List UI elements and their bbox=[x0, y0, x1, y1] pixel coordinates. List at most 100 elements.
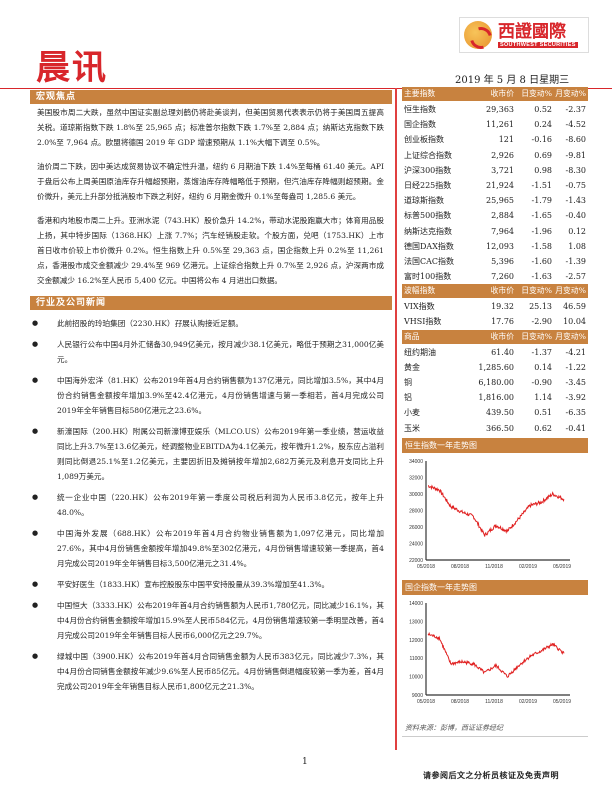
table-row: VHSI指数 17.76 -2.90 10.04 bbox=[402, 314, 588, 329]
table-cell: -2.57 bbox=[565, 272, 586, 282]
right-column: 主要指数 收市价 日变动% 月变动% 恒生指数 29,363 0.52 -2.37 国企指数 11… bbox=[402, 87, 588, 737]
chart-title: 国企指数一年走势图 bbox=[402, 579, 588, 595]
table-cell: -2.37 bbox=[565, 105, 586, 114]
page-number: 1 bbox=[302, 757, 308, 767]
news-item: 统一企业中国（220.HK）公布2019年第一季度公司税后利润为人民币3.8亿元… bbox=[30, 490, 384, 520]
table-cell: 2,926 bbox=[491, 150, 514, 160]
y-tick-label: 34000 bbox=[409, 459, 423, 465]
y-tick-label: 28000 bbox=[409, 508, 423, 514]
table-row: 沪深300指数 3,721 0.98 -8.30 bbox=[402, 163, 588, 178]
table-row: 法国CAC指数 5,396 -1.60 -1.39 bbox=[402, 254, 588, 269]
x-tick-label: 05/2019 bbox=[553, 699, 571, 705]
column-header: 日变动% bbox=[521, 331, 552, 341]
table-cell: 0.69 bbox=[534, 150, 552, 160]
news-item: 平安好医生（1833.HK）宣布控股股东中国平安持股量从39.3%增加至41.3… bbox=[30, 577, 384, 592]
table-cell: 5,396 bbox=[491, 256, 514, 266]
y-tick-label: 9000 bbox=[412, 693, 423, 699]
news-item: 中国恒大（3333.HK）公布2019年首4月合约销售额为人民币1,780亿元，… bbox=[30, 598, 384, 643]
table-cell: -1.43 bbox=[565, 196, 586, 206]
company-logo: 西證國際 SOUTHWEST SECURITIES bbox=[459, 17, 589, 53]
table-header: 商品 收市价 日变动% 月变动% bbox=[402, 329, 588, 344]
x-tick-label: 08/2018 bbox=[451, 699, 469, 705]
table-row: 纽约期油 61.40 -1.37 -4.21 bbox=[402, 345, 588, 360]
x-tick-label: 11/2018 bbox=[485, 699, 503, 705]
news-item: 绿城中国（3900.HK）公布2019年首4月合同销售金额为人民币383亿元，同… bbox=[30, 649, 384, 694]
left-column: 宏观焦点 美国股市周二大跌，虽然中国证实副总理刘鹤仍将赴美谈判，但美国贸易代表表… bbox=[30, 90, 392, 700]
table-cell: 恒生指数 bbox=[404, 105, 436, 114]
table-cell: 12,093 bbox=[486, 241, 514, 251]
table-cell: -1.58 bbox=[531, 241, 552, 251]
table-cell: 61.40 bbox=[491, 347, 514, 357]
table-row: VIX指数 19.32 25.13 46.59 bbox=[402, 299, 588, 314]
table-cell: 法国CAC指数 bbox=[404, 256, 455, 266]
table-cell: 0.51 bbox=[534, 408, 552, 418]
table-cell: 121 bbox=[498, 135, 514, 145]
disclaimer-note: 请参阅后文之分析员核证及免责声明 bbox=[423, 770, 559, 780]
table-cell: 366.50 bbox=[486, 423, 514, 433]
table-cell: -2.90 bbox=[531, 317, 552, 327]
table-cell: 11,261 bbox=[486, 120, 514, 130]
table-cell: 19.32 bbox=[491, 302, 514, 312]
x-tick-label: 02/2019 bbox=[519, 699, 537, 705]
report-date: 2019 年 5 月 8 日星期三 bbox=[455, 75, 570, 86]
table-cell: -1.39 bbox=[565, 256, 586, 266]
series-line bbox=[427, 631, 565, 678]
column-header: 收市价 bbox=[490, 89, 514, 98]
table-cell: -0.16 bbox=[531, 135, 552, 145]
table-cell: 标普500指数 bbox=[404, 211, 452, 221]
table-cell: 46.59 bbox=[563, 302, 586, 312]
table-cell: 7,964 bbox=[491, 226, 514, 236]
x-tick-label: 08/2018 bbox=[451, 564, 469, 570]
table-cell: -6.35 bbox=[565, 408, 586, 418]
column-divider bbox=[395, 88, 397, 750]
x-tick-label: 02/2019 bbox=[519, 564, 537, 570]
table-cell: -9.81 bbox=[565, 150, 586, 160]
table-cell: -8.60 bbox=[565, 135, 586, 145]
y-tick-label: 13000 bbox=[409, 619, 423, 625]
table-header: 波幅指数 收市价 日变动% 月变动% bbox=[402, 284, 588, 299]
divider bbox=[0, 88, 612, 89]
column-header: 商品 bbox=[404, 331, 420, 341]
newsletter-title: 晨讯 bbox=[36, 48, 108, 88]
table-cell: 黄金 bbox=[404, 362, 420, 372]
table-cell: 29,363 bbox=[486, 105, 514, 114]
table-header: 主要指数 收市价 日变动% 月变动% bbox=[402, 87, 588, 101]
column-header: 主要指数 bbox=[404, 89, 436, 98]
table-row: 恒生指数 29,363 0.52 -2.37 bbox=[402, 102, 588, 117]
table-cell: -0.41 bbox=[565, 423, 586, 433]
table-cell: VHSI指数 bbox=[404, 317, 442, 327]
section-heading-news: 行业及公司新闻 bbox=[30, 296, 392, 310]
table-cell: 小麦 bbox=[404, 408, 420, 418]
table-cell: -3.45 bbox=[565, 378, 586, 387]
macro-paragraph: 香港和内地股市周二上升。亚洲水泥（743.HK）股价急升 14.2%，带动水泥股… bbox=[37, 216, 384, 285]
table-row: 标普500指数 2,884 -1.65 -0.40 bbox=[402, 208, 588, 223]
table-cell: -1.22 bbox=[565, 362, 586, 372]
table-cell: 1.08 bbox=[568, 241, 586, 251]
table-cell: 1,285.60 bbox=[478, 362, 514, 372]
table-cell: 21,924 bbox=[486, 180, 514, 190]
logo-en: SOUTHWEST SECURITIES bbox=[498, 42, 578, 48]
table-cell: -1.79 bbox=[531, 196, 552, 206]
table-cell: 2,884 bbox=[491, 211, 514, 221]
table-cell: 0.98 bbox=[534, 165, 552, 175]
table-cell: 铝 bbox=[404, 393, 412, 403]
table-row: 玉米 366.50 0.62 -0.41 bbox=[402, 421, 588, 436]
table-cell: 沪深300指数 bbox=[404, 165, 452, 175]
table-cell: 玉米 bbox=[404, 423, 420, 433]
logo-cn: 西證國際 bbox=[498, 22, 566, 42]
table-cell: 纳斯达克指数 bbox=[404, 226, 452, 236]
macro-paragraph: 油价周二下跌，因中美达成贸易协议不确定性升温，纽约 6 月期油下跌 1.4%至每… bbox=[37, 162, 384, 201]
x-tick-label: 11/2018 bbox=[485, 564, 503, 570]
x-tick-label: 05/2018 bbox=[417, 699, 435, 705]
news-item: 此前招股的玲珀集团（2230.HK）孖展认购接近足额。 bbox=[30, 316, 384, 331]
table-cell: 0.14 bbox=[534, 362, 552, 372]
table-cell: -4.52 bbox=[565, 120, 586, 130]
table-cell: 创业板指数 bbox=[404, 135, 444, 145]
table-cell: 富时100指数 bbox=[404, 272, 452, 282]
column-header: 日变动% bbox=[521, 89, 552, 98]
table-row: 铜 6,180.00 -0.90 -3.45 bbox=[402, 375, 588, 390]
table-cell: -1.96 bbox=[531, 226, 552, 236]
table-cell: 0.24 bbox=[534, 120, 552, 130]
column-header: 收市价 bbox=[490, 331, 514, 341]
